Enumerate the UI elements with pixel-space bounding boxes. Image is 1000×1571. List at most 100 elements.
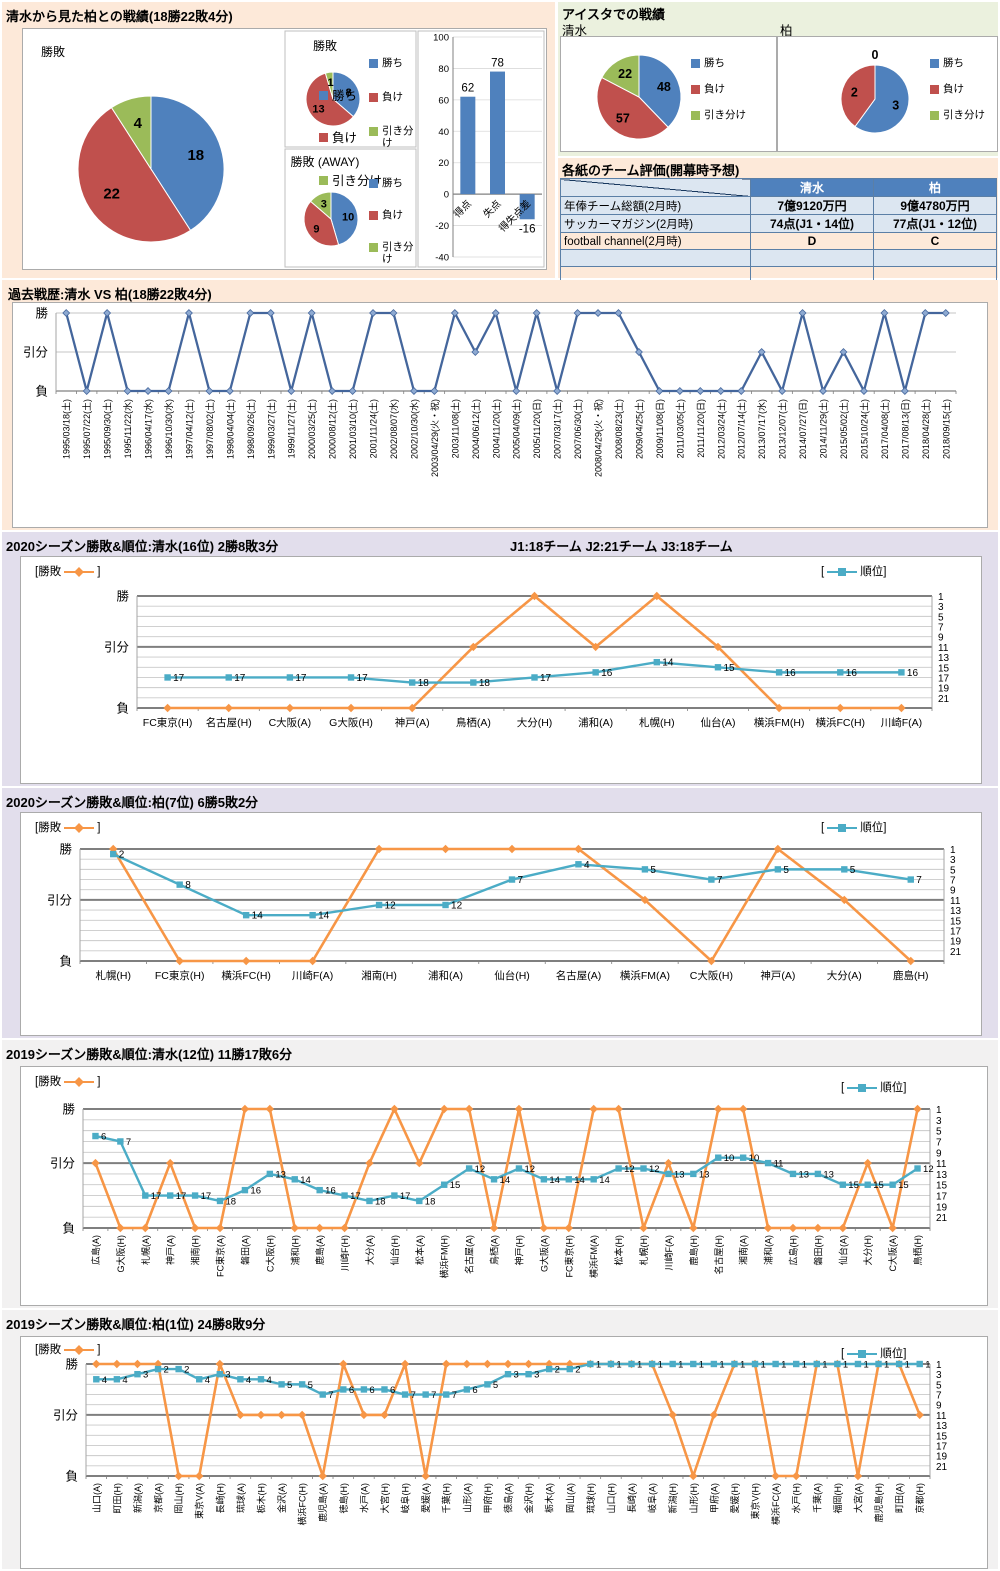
svg-text:3: 3 xyxy=(143,1370,148,1381)
legend-win-label: 勝ち xyxy=(382,57,403,69)
svg-text:横浜FM(H): 横浜FM(H) xyxy=(439,1235,450,1279)
svg-text:神戸(H): 神戸(H) xyxy=(513,1235,524,1266)
svg-text:京都(A): 京都(A) xyxy=(153,1483,164,1513)
svg-text:C大阪(A): C大阪(A) xyxy=(269,716,312,729)
svg-text:新潟(H): 新潟(H) xyxy=(667,1483,678,1514)
svg-text:FC東京(H): FC東京(H) xyxy=(563,1235,574,1278)
svg-text:2014/07/27(日): 2014/07/27(日) xyxy=(798,399,808,459)
svg-text:20: 20 xyxy=(438,158,449,169)
svg-text:2002/08/07(水): 2002/08/07(水) xyxy=(388,399,399,459)
rank-legend: [順位] xyxy=(841,1082,907,1094)
svg-text:FC東京(H): FC東京(H) xyxy=(155,969,205,982)
team-ratings-table: 清水 柏 年俸チーム総額(2月時) 7億9120万円 9億4780万円 サッカー… xyxy=(560,178,997,284)
row-value-kashiwa: 9億4780万円 xyxy=(873,196,997,215)
svg-text:1: 1 xyxy=(884,1360,889,1371)
draw-swatch-icon xyxy=(930,111,939,121)
draw-swatch-icon xyxy=(319,175,328,185)
svg-text:浦和(A): 浦和(A) xyxy=(763,1235,774,1265)
svg-text:大分(A): 大分(A) xyxy=(827,969,862,982)
svg-text:1: 1 xyxy=(905,1360,910,1371)
svg-text:町田(H): 町田(H) xyxy=(112,1483,122,1514)
svg-text:4: 4 xyxy=(266,1375,271,1386)
svg-text:1999/03/27(土): 1999/03/27(土) xyxy=(265,399,276,459)
svg-text:C大阪(A): C大阪(A) xyxy=(887,1235,898,1272)
svg-text:-40: -40 xyxy=(435,253,449,264)
svg-text:長崎(H): 長崎(H) xyxy=(214,1483,225,1514)
svg-text:2: 2 xyxy=(164,1365,169,1376)
s2019-shimizu-title: 2019シーズン勝敗&順位:清水(12位) 11勝17敗6分 xyxy=(6,1047,293,1062)
svg-text:名古屋(H): 名古屋(H) xyxy=(206,716,252,729)
svg-text:13: 13 xyxy=(699,1169,710,1180)
svg-text:7: 7 xyxy=(717,875,723,886)
svg-text:2012/03/24(土): 2012/03/24(土) xyxy=(715,399,726,459)
svg-text:負: 負 xyxy=(62,1222,75,1236)
row-label: サッカーマガジン(2月時) xyxy=(560,214,751,233)
svg-text:5: 5 xyxy=(950,865,956,876)
win-loss-legend: [勝敗] xyxy=(35,822,101,834)
win-loss-legend-label: 勝敗 xyxy=(38,1344,62,1356)
svg-text:徳島(A): 徳島(A) xyxy=(503,1483,514,1513)
svg-text:17: 17 xyxy=(151,1191,162,1202)
svg-text:2007/06/30(土): 2007/06/30(土) xyxy=(572,399,583,459)
svg-text:18: 18 xyxy=(418,678,430,689)
overall-pie-legend: 勝ち 負け 引き分け xyxy=(319,89,382,188)
history-panel: 勝引分負 1995/03/18(土) 1995/07/22(土) 1995/09/30… xyxy=(12,302,988,528)
svg-text:1: 1 xyxy=(822,1360,827,1371)
table-row: 年俸チーム総額(2月時) 7億9120万円 9億4780万円 xyxy=(560,196,997,215)
rank-legend-label: 順位 xyxy=(880,1348,904,1360)
svg-text:14: 14 xyxy=(500,1175,511,1186)
svg-text:8: 8 xyxy=(346,87,352,99)
svg-text:21: 21 xyxy=(936,1213,948,1224)
svg-text:1998/09/26(土): 1998/09/26(土) xyxy=(245,399,256,459)
svg-text:17: 17 xyxy=(936,1192,948,1203)
svg-text:16: 16 xyxy=(846,668,858,679)
svg-text:11: 11 xyxy=(936,1411,947,1422)
section-ratings: 各紙のチーム評価(開幕時予想) 清水 柏 年俸チーム総額(2月時) 7億9120… xyxy=(558,158,998,284)
svg-text:5: 5 xyxy=(938,612,944,623)
svg-text:9: 9 xyxy=(950,886,956,897)
svg-text:15: 15 xyxy=(450,1180,461,1191)
col-kashiwa: 柏 xyxy=(873,178,997,197)
win-loss-marker-icon xyxy=(64,1344,95,1356)
svg-text:2004/11/20(土): 2004/11/20(土) xyxy=(490,399,501,458)
svg-text:2008/08/23(土): 2008/08/23(土) xyxy=(613,399,624,459)
aista-shimizu-panel: 48 57 22 勝ち 負け 引き分け xyxy=(560,36,777,152)
svg-text:18: 18 xyxy=(187,147,204,164)
svg-text:2009/04/25(土): 2009/04/25(土) xyxy=(633,399,644,459)
svg-text:16: 16 xyxy=(785,668,797,679)
svg-text:17: 17 xyxy=(201,1191,212,1202)
legend-draw-label: 引き分け xyxy=(382,241,414,266)
section-2020-kashiwa: 2020シーズン勝敗&順位:柏(7位) 6勝5敗2分 勝引分負 1 3 5 7 9 11 13… xyxy=(2,788,998,1038)
svg-text:5: 5 xyxy=(783,865,789,876)
svg-text:9: 9 xyxy=(936,1401,942,1412)
row-label xyxy=(560,249,751,267)
svg-text:琉球(H): 琉球(H) xyxy=(585,1483,596,1514)
svg-text:勝: 勝 xyxy=(59,842,72,857)
svg-text:6: 6 xyxy=(349,1385,354,1396)
svg-text:2: 2 xyxy=(851,85,858,99)
svg-text:2: 2 xyxy=(119,850,125,861)
svg-text:失点: 失点 xyxy=(480,197,503,220)
svg-text:引分: 引分 xyxy=(104,640,129,654)
svg-text:4: 4 xyxy=(205,1375,210,1386)
svg-text:40: 40 xyxy=(438,127,449,138)
svg-text:浦和(H): 浦和(H) xyxy=(289,1235,300,1266)
svg-text:1: 1 xyxy=(781,1360,786,1371)
svg-text:C大阪(H): C大阪(H) xyxy=(690,969,733,982)
section-aista: アイスタでの戦績 清水 柏 48 57 22 勝ち 負け 引き分け 3 2 0 勝ち 負… xyxy=(558,2,998,156)
svg-text:鹿島(H): 鹿島(H) xyxy=(688,1235,699,1266)
svg-text:15: 15 xyxy=(938,663,950,674)
svg-text:2014/11/29(土): 2014/11/29(土) xyxy=(818,399,829,458)
head-to-head-panel: 18 22 4 8 13 1 10 9 3 100 80 60 40 20 0 -20 -40 62 得点 78 失点 -… xyxy=(22,28,547,270)
rank-legend: [順位] xyxy=(821,822,887,834)
svg-text:19: 19 xyxy=(950,937,962,948)
rank-marker-icon xyxy=(827,566,858,578)
svg-text:12: 12 xyxy=(649,1164,660,1175)
svg-text:FC東京(H): FC東京(H) xyxy=(143,716,193,729)
aista-kashiwa-label: 柏 xyxy=(780,24,793,38)
svg-text:負: 負 xyxy=(116,702,129,716)
svg-text:山口(A): 山口(A) xyxy=(92,1483,102,1513)
svg-text:10: 10 xyxy=(342,212,354,224)
